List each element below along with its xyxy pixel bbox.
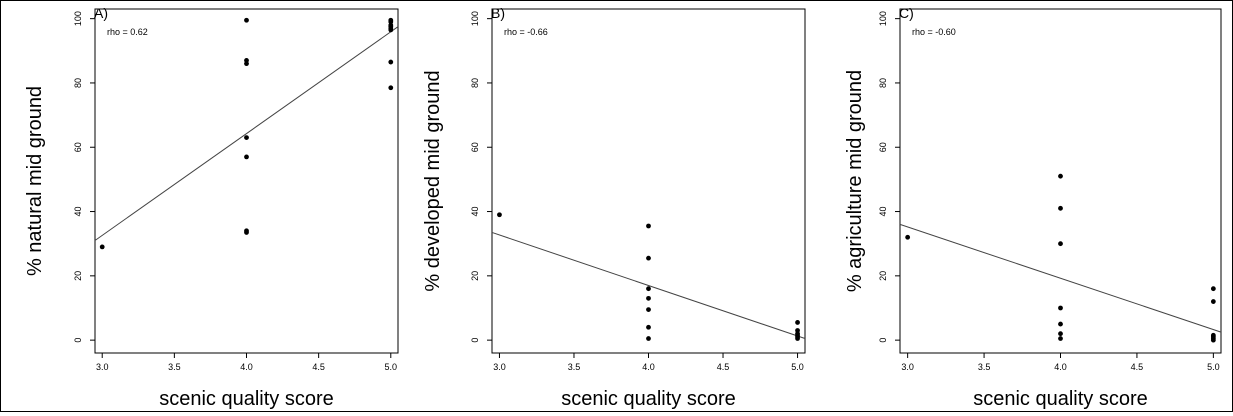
y-tick-label: 40 [470,207,480,217]
data-point [795,320,800,325]
data-point [244,17,249,23]
y-tick-label: 100 [470,11,480,26]
y-tick-label: 80 [470,78,480,88]
panel-label: C) [899,5,914,21]
x-tick-label: 3.5 [568,362,581,372]
panel-label: B) [491,5,505,21]
data-point [388,59,394,65]
data-point [244,230,249,235]
data-point [646,255,651,261]
rho-annotation: rho = -0.66 [504,27,548,37]
y-tick-label: 60 [470,142,480,152]
y-tick-label: 40 [73,207,83,217]
data-point [1210,337,1216,343]
x-tick-label: 5.0 [791,362,804,372]
x-tick-label: 4.5 [1131,362,1144,372]
y-tick-label: 100 [878,11,888,26]
data-point [1058,173,1063,179]
y-tick-label: 60 [73,142,83,152]
y-tick-label: 0 [73,338,83,343]
x-tick-label: 5.0 [1207,362,1220,372]
x-tick-label: 3.5 [978,362,991,372]
x-tick-label: 5.0 [385,362,398,372]
regression-line [94,26,399,241]
x-tick-label: 4.0 [240,362,253,372]
data-point [1210,286,1216,292]
x-tick-label: 3.5 [168,362,181,372]
plot-frame [899,8,1222,354]
data-point [244,154,249,160]
data-point [1210,299,1216,304]
data-point [1058,305,1063,311]
y-axis-label: % agriculture mid ground [844,70,866,292]
y-tick-label: 0 [878,338,888,343]
data-point [388,27,394,33]
x-tick-label: 4.5 [717,362,730,372]
y-axis-label: % developed mid ground [422,70,444,291]
data-point [646,336,651,341]
data-point [646,307,651,312]
data-point [646,295,651,301]
data-point [646,324,651,330]
data-point [244,135,249,140]
regression-line [491,231,806,340]
panel-label: A) [94,5,108,21]
x-axis-label: scenic quality score [159,388,334,410]
data-point [99,244,105,250]
x-tick-label: 3.0 [96,362,109,372]
data-point [646,286,651,292]
data-point [388,85,394,91]
y-tick-label: 40 [878,207,888,217]
data-point [646,223,651,229]
y-axis-label: % natural mid ground [24,86,46,276]
plot-frame [491,8,806,354]
x-tick-label: 3.0 [901,362,914,372]
data-point [1058,205,1063,211]
y-tick-label: 60 [878,142,888,152]
data-point [1058,241,1063,247]
data-point [244,61,249,67]
y-tick-label: 100 [73,11,83,26]
y-tick-label: 0 [470,338,480,343]
y-tick-label: 20 [470,271,480,281]
data-point [1058,331,1063,337]
x-tick-label: 4.0 [642,362,655,372]
y-tick-label: 20 [73,271,83,281]
data-point [1058,321,1063,327]
x-axis-label: scenic quality score [973,388,1148,410]
rho-annotation: rho = 0.62 [107,27,148,37]
rho-annotation: rho = -0.60 [912,27,956,37]
x-tick-label: 4.5 [312,362,325,372]
x-axis-label: scenic quality score [561,388,736,410]
data-point [795,336,800,341]
x-tick-label: 3.0 [493,362,506,372]
data-point [905,234,911,240]
y-tick-label: 20 [878,271,888,281]
x-tick-label: 4.0 [1054,362,1067,372]
y-tick-label: 80 [878,78,888,88]
y-tick-label: 80 [73,78,83,88]
regression-line [899,223,1222,333]
data-point [1058,336,1063,341]
data-point [497,212,502,218]
